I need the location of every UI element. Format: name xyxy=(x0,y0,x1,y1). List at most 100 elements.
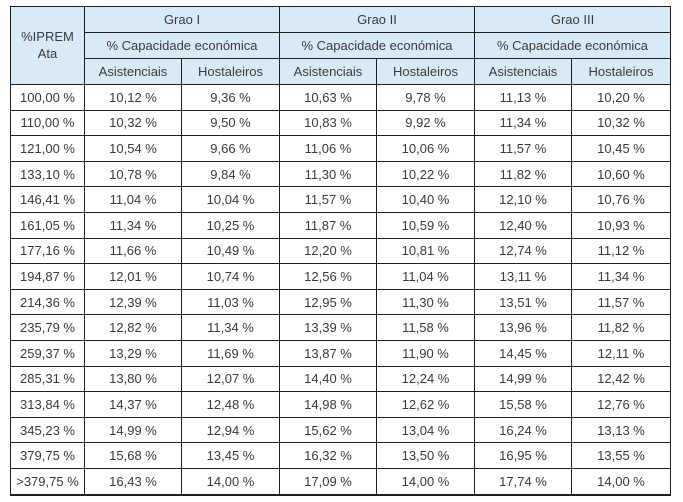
table-row: 313,84 % 14,37 % 12,48 % 14,98 % 12,62 % 15,5… xyxy=(10,391,672,418)
value-cell: 10,81 % xyxy=(376,237,475,265)
table-row: 235,79 % 12,82 % 11,34 % 13,39 % 11,58 % 13,9… xyxy=(10,314,672,341)
value-cell: 9,66 % xyxy=(181,135,280,162)
value-cell: 10,59 % xyxy=(376,211,475,239)
corner-header-line1: %IPREM xyxy=(21,29,74,45)
value-cell: 10,45 % xyxy=(570,135,672,162)
column-header-hostaleiros: Hostaleiros xyxy=(376,58,475,85)
value-cell: 13,29 % xyxy=(84,339,182,367)
value-cell: 12,01 % xyxy=(84,263,182,290)
value-cell: 11,12 % xyxy=(570,237,672,265)
value-cell: 11,34 % xyxy=(84,211,182,239)
value-cell: 12,42 % xyxy=(570,365,672,393)
table-row: >379,75 % 16,43 % 14,00 % 17,09 % 14,00 % 17,… xyxy=(10,467,672,496)
value-cell: 14,98 % xyxy=(279,391,377,418)
iprem-cell: 121,00 % xyxy=(10,135,85,162)
group-header-grao-i: Grao I xyxy=(84,6,280,33)
value-cell: 11,90 % xyxy=(376,339,475,367)
table-row: 194,87 % 12,01 % 10,74 % 12,56 % 11,04 % 13,1… xyxy=(10,263,672,290)
value-cell: 12,48 % xyxy=(181,391,280,418)
iprem-cell: 345,23 % xyxy=(10,416,85,444)
value-cell: 10,78 % xyxy=(84,160,182,188)
value-cell: 13,51 % xyxy=(474,288,572,316)
value-cell: 11,34 % xyxy=(474,109,572,137)
iprem-cell: 259,37 % xyxy=(10,339,85,367)
value-cell: 9,84 % xyxy=(181,160,280,188)
value-cell: 10,32 % xyxy=(84,109,182,137)
table-body: 100,00 % 10,12 % 9,36 % 10,63 % 9,78 % 11,13 … xyxy=(10,84,672,496)
iprem-cell: 313,84 % xyxy=(10,391,85,418)
value-cell: 12,76 % xyxy=(570,391,672,418)
value-cell: 12,82 % xyxy=(84,314,182,341)
value-cell: 11,57 % xyxy=(570,288,672,316)
value-cell: 11,82 % xyxy=(570,314,672,341)
iprem-cell: 194,87 % xyxy=(10,263,85,290)
value-cell: 11,04 % xyxy=(376,263,475,290)
corner-header-line2: Ata xyxy=(37,45,58,61)
table-row: 345,23 % 14,99 % 12,94 % 15,62 % 13,04 % 16,2… xyxy=(10,416,672,444)
value-cell: 10,12 % xyxy=(84,84,182,111)
value-cell: 11,58 % xyxy=(376,314,475,341)
table-row: 379,75 % 15,68 % 13,45 % 16,32 % 13,50 % 16,9… xyxy=(10,442,672,469)
value-cell: 13,11 % xyxy=(474,263,572,290)
table-row: 259,37 % 13,29 % 11,69 % 13,87 % 11,90 % 14,4… xyxy=(10,339,672,367)
value-cell: 12,07 % xyxy=(181,365,280,393)
subheader-row: % Capacidade económica % Capacidade econ… xyxy=(11,32,672,59)
value-cell: 12,40 % xyxy=(474,211,572,239)
value-cell: 11,04 % xyxy=(84,186,182,213)
iprem-cell: 177,16 % xyxy=(10,237,85,265)
table-header: %IPREM Ata Grao I Grao II Grao III % Cap… xyxy=(10,6,672,85)
table-row: 177,16 % 11,66 % 10,49 % 12,20 % 10,81 % 12,7… xyxy=(10,237,672,265)
value-cell: 9,36 % xyxy=(181,84,280,111)
value-cell: 12,39 % xyxy=(84,288,182,316)
value-cell: 12,20 % xyxy=(279,237,377,265)
column-header-row: Asistenciais Hostaleiros Asistenciais Ho… xyxy=(11,58,672,85)
table-row: 133,10 % 10,78 % 9,84 % 11,30 % 10,22 % 11,82… xyxy=(10,160,672,188)
value-cell: 11,34 % xyxy=(181,314,280,341)
value-cell: 11,57 % xyxy=(279,186,377,213)
value-cell: 10,93 % xyxy=(570,211,672,239)
iprem-cell: >379,75 % xyxy=(10,467,85,496)
value-cell: 12,95 % xyxy=(279,288,377,316)
value-cell: 11,82 % xyxy=(474,160,572,188)
value-cell: 9,50 % xyxy=(181,109,280,137)
value-cell: 11,30 % xyxy=(279,160,377,188)
value-cell: 11,06 % xyxy=(279,135,377,162)
value-cell: 11,30 % xyxy=(376,288,475,316)
value-cell: 11,34 % xyxy=(570,263,672,290)
value-cell: 11,66 % xyxy=(84,237,182,265)
value-cell: 13,13 % xyxy=(570,416,672,444)
value-cell: 15,62 % xyxy=(279,416,377,444)
iprem-cell: 100,00 % xyxy=(10,84,85,111)
value-cell: 16,43 % xyxy=(84,467,182,496)
subheader-capacidade-grao-i: % Capacidade económica xyxy=(84,32,280,59)
value-cell: 15,68 % xyxy=(84,442,182,469)
corner-header-iprem-ata: %IPREM Ata xyxy=(10,6,85,85)
value-cell: 16,24 % xyxy=(474,416,572,444)
value-cell: 11,13 % xyxy=(474,84,572,111)
value-cell: 12,74 % xyxy=(474,237,572,265)
value-cell: 10,74 % xyxy=(181,263,280,290)
value-cell: 14,99 % xyxy=(84,416,182,444)
iprem-cell: 379,75 % xyxy=(10,442,85,469)
value-cell: 12,56 % xyxy=(279,263,377,290)
value-cell: 11,57 % xyxy=(474,135,572,162)
value-cell: 14,00 % xyxy=(376,467,475,496)
value-cell: 17,74 % xyxy=(474,467,572,496)
value-cell: 14,00 % xyxy=(181,467,280,496)
value-cell: 11,03 % xyxy=(181,288,280,316)
iprem-cell: 110,00 % xyxy=(10,109,85,137)
table-row: 214,36 % 12,39 % 11,03 % 12,95 % 11,30 % 13,5… xyxy=(10,288,672,316)
value-cell: 13,55 % xyxy=(570,442,672,469)
iprem-cell: 133,10 % xyxy=(10,160,85,188)
table-row: 121,00 % 10,54 % 9,66 % 11,06 % 10,06 % 11,57… xyxy=(10,135,672,162)
column-header-asistenciais: Asistenciais xyxy=(279,58,377,85)
value-cell: 10,20 % xyxy=(570,84,672,111)
value-cell: 11,87 % xyxy=(279,211,377,239)
value-cell: 10,54 % xyxy=(84,135,182,162)
value-cell: 13,50 % xyxy=(376,442,475,469)
table-row: 110,00 % 10,32 % 9,50 % 10,83 % 9,92 % 11,34 … xyxy=(10,109,672,137)
value-cell: 10,40 % xyxy=(376,186,475,213)
value-cell: 9,92 % xyxy=(376,109,475,137)
value-cell: 10,49 % xyxy=(181,237,280,265)
